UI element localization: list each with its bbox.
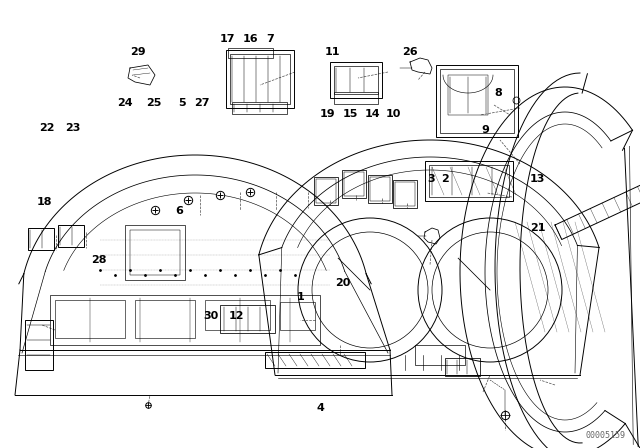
Text: 28: 28 <box>92 255 107 265</box>
Text: 29: 29 <box>130 47 145 56</box>
Text: 15: 15 <box>343 109 358 119</box>
Bar <box>50 295 320 345</box>
Bar <box>342 170 366 198</box>
Bar <box>265 352 365 368</box>
Bar <box>334 66 378 94</box>
Bar <box>25 320 53 370</box>
Text: 16: 16 <box>243 34 259 44</box>
Text: 10: 10 <box>386 109 401 119</box>
Text: 8: 8 <box>494 88 502 98</box>
Text: 12: 12 <box>229 311 244 321</box>
Text: 3: 3 <box>427 174 435 184</box>
Bar <box>344 172 364 196</box>
Bar <box>445 358 480 376</box>
Bar <box>135 300 195 338</box>
Text: 11: 11 <box>325 47 340 56</box>
Bar <box>393 180 417 208</box>
Bar <box>280 302 315 330</box>
Bar <box>220 305 275 333</box>
Text: 4: 4 <box>316 403 324 413</box>
Bar <box>226 50 294 108</box>
Bar <box>330 62 382 98</box>
Bar <box>130 230 180 275</box>
Bar <box>28 228 54 250</box>
Bar <box>436 65 518 137</box>
Bar <box>314 177 338 205</box>
Text: 25: 25 <box>146 98 161 108</box>
Bar <box>55 300 125 338</box>
Text: 2: 2 <box>441 174 449 184</box>
Text: 14: 14 <box>365 109 380 119</box>
Text: 20: 20 <box>335 278 350 288</box>
Text: 21: 21 <box>530 224 545 233</box>
Bar <box>425 161 513 201</box>
Text: 27: 27 <box>195 98 210 108</box>
Text: 19: 19 <box>320 109 335 119</box>
Text: 18: 18 <box>37 198 52 207</box>
Bar <box>440 69 514 133</box>
Text: 7: 7 <box>266 34 274 44</box>
Text: 1: 1 <box>297 292 305 302</box>
Bar <box>125 225 185 280</box>
Bar <box>395 182 415 206</box>
Bar <box>228 48 273 58</box>
Text: 17: 17 <box>220 34 235 44</box>
Text: 23: 23 <box>65 123 80 133</box>
Text: 22: 22 <box>40 123 55 133</box>
Text: 6: 6 <box>175 206 183 215</box>
Bar <box>230 54 290 104</box>
Text: 24: 24 <box>117 98 132 108</box>
Bar <box>334 92 378 104</box>
Bar <box>415 345 465 365</box>
Text: 26: 26 <box>402 47 417 56</box>
Text: 9: 9 <box>481 125 489 135</box>
Bar <box>232 102 287 114</box>
Text: 13: 13 <box>530 174 545 184</box>
Text: 30: 30 <box>204 311 219 321</box>
Bar <box>368 175 392 203</box>
Bar <box>58 225 84 247</box>
Bar <box>448 75 488 115</box>
Bar <box>205 300 270 330</box>
Bar <box>370 177 390 201</box>
Bar <box>316 179 336 203</box>
Text: 00005159: 00005159 <box>585 431 625 440</box>
Text: 5: 5 <box>178 98 186 108</box>
Bar <box>429 165 509 197</box>
